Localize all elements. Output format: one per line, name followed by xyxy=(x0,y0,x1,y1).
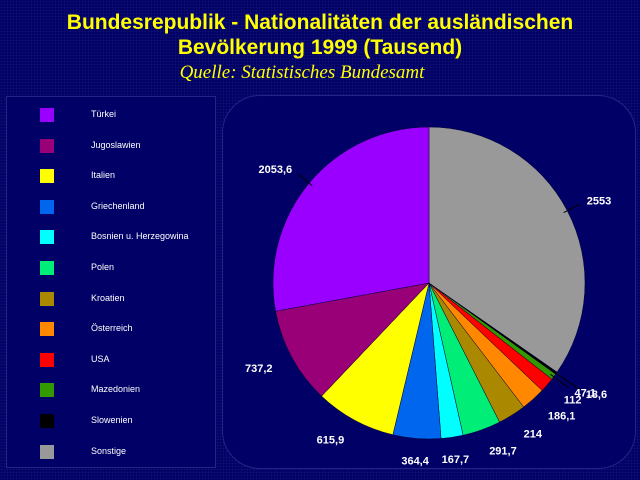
leader-line-sonstige xyxy=(563,203,580,214)
legend-label-sonstige: Sonstige xyxy=(91,445,127,456)
legend-swatch-turkei xyxy=(40,108,54,122)
legend: Türkei Jugoslawien Italien Griechenland Bosn… xyxy=(6,96,216,468)
legend-item-turkei: Türkei xyxy=(7,105,215,125)
legend-swatch-kroatien xyxy=(40,291,54,306)
legend-swatch-usa xyxy=(40,352,54,367)
legend-swatch-jugoslawien xyxy=(40,138,54,153)
legend-item-slowenien: Slowenien xyxy=(7,411,215,431)
legend-swatch-griechenland xyxy=(40,199,54,214)
data-label-turkei: 2053,6 xyxy=(259,164,293,176)
legend-item-mazedonien: Mazedonien xyxy=(7,380,215,400)
leader-line-slowenien xyxy=(552,370,580,390)
legend-label-turkei: Türkei xyxy=(91,109,117,119)
data-label-mazedonien: 47,1 xyxy=(575,387,596,399)
legend-swatch-slowenien xyxy=(40,414,54,428)
data-label-slowenien: 18,6 xyxy=(586,389,607,401)
legend-item-bosnien-u-herzegowina: Bosnien u. Herzegowina xyxy=(7,227,215,247)
legend-item-italien: Italien xyxy=(7,166,215,186)
data-label-jugoslawien: 737,2 xyxy=(245,363,273,375)
legend-item-griechenland: Griechenland xyxy=(7,197,215,217)
legend-item-jugoslawien: Jugoslawien xyxy=(7,136,215,156)
legend-swatch-polen xyxy=(40,261,54,275)
data-label-bosnien-u-herzegowina: 167,7 xyxy=(442,454,470,466)
legend-label-polen: Polen xyxy=(91,262,115,272)
data-label-sonstige: 2553 xyxy=(587,196,611,208)
legend-label-kroatien: Kroatien xyxy=(91,292,125,303)
legend-label-mazedonien: Mazedonien xyxy=(91,384,141,395)
legend-swatch-mazedonien xyxy=(40,383,54,398)
legend-item-kroatien: Kroatien xyxy=(7,289,215,309)
legend-label-bosnien-u-herzegowina: Bosnien u. Herzegowina xyxy=(91,231,189,242)
legend-label-osterreich: Österreich xyxy=(91,323,133,334)
legend-label-italien: Italien xyxy=(91,170,116,181)
legend-swatch-italien xyxy=(40,169,54,184)
legend-swatch-sonstige xyxy=(40,444,54,459)
legend-label-griechenland: Griechenland xyxy=(91,200,145,211)
legend-item-usa: USA xyxy=(7,350,215,370)
leader-line-mazedonien xyxy=(550,373,569,388)
leader-line-turkei xyxy=(298,173,313,187)
data-label-polen: 291,7 xyxy=(489,446,517,458)
legend-swatch-osterreich xyxy=(40,322,54,337)
data-label-usa: 112 xyxy=(564,394,582,406)
legend-item-osterreich: Österreich xyxy=(7,319,215,339)
data-label-griechenland: 364,4 xyxy=(401,456,429,468)
chart-title-line2: Bevölkerung 1999 (Tausend) xyxy=(177,36,463,59)
legend-swatch-bosnien-u-herzegowina xyxy=(40,230,54,245)
legend-item-polen: Polen xyxy=(7,258,215,278)
legend-label-jugoslawien: Jugoslawien xyxy=(91,139,141,150)
legend-label-slowenien: Slowenien xyxy=(91,415,133,425)
data-label-osterreich: 186,1 xyxy=(548,411,576,423)
chart-subtitle: Quelle: Statistisches Bundesamt xyxy=(179,62,425,83)
pie-slice-jugoslawien xyxy=(275,282,430,397)
legend-label-usa: USA xyxy=(91,353,110,364)
chart-title-line1: Bundesrepublik - Nationalitäten der ausl… xyxy=(66,11,574,34)
pie-slice-turkei xyxy=(272,126,430,312)
data-label-kroatien: 214 xyxy=(524,429,543,441)
data-label-italien: 615,9 xyxy=(317,435,345,447)
legend-item-sonstige: Sonstige xyxy=(7,442,215,462)
